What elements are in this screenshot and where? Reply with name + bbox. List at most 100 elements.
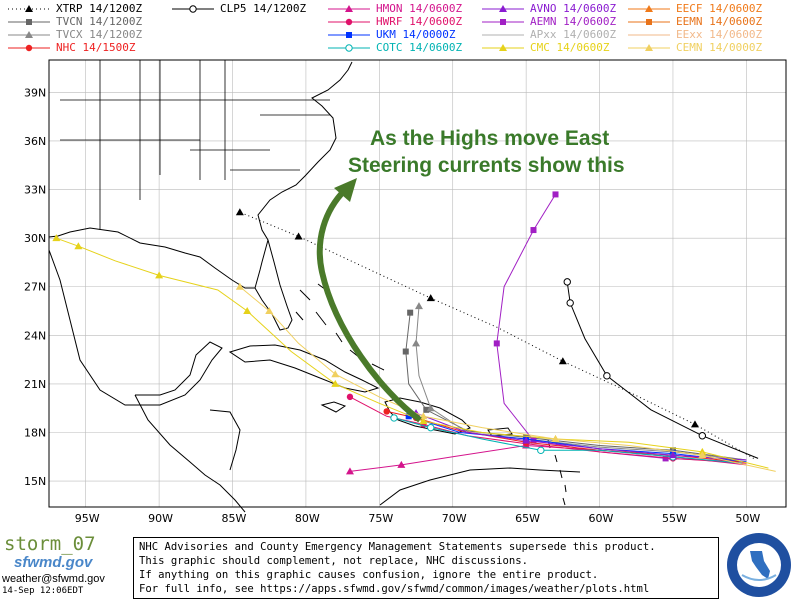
legend-symbol-icon <box>8 44 50 52</box>
track-line <box>239 211 754 459</box>
legend-label: HMON 14/0600Z <box>376 2 463 15</box>
legend-item-ukm: UKM 14/0000Z <box>326 29 486 42</box>
central-america-coastline <box>134 394 246 513</box>
track-point <box>265 307 274 315</box>
steering-arrow <box>316 187 422 423</box>
track-point <box>423 406 430 413</box>
legend-symbol-icon <box>8 31 50 38</box>
track-point <box>698 451 707 459</box>
track-point <box>530 227 537 234</box>
latitude-label: 27N <box>24 281 46 294</box>
legend-label: EEMN 14/0600Z <box>676 15 763 28</box>
track-point <box>345 5 353 12</box>
florida-shape-icon <box>750 551 770 579</box>
legend-symbol-icon <box>482 19 524 25</box>
map-frame <box>48 59 787 508</box>
track-point <box>698 432 707 440</box>
track-point <box>646 19 652 25</box>
storm-id-label: storm_07 <box>4 533 96 555</box>
track-point <box>412 339 421 347</box>
track-point <box>397 460 406 468</box>
latitude-label: 24N <box>24 329 46 342</box>
legend-item-avno: AVNO 14/0600Z <box>480 3 640 16</box>
disclaimer-line: NHC Advisories and County Emergency Mana… <box>139 541 656 553</box>
map-background <box>0 0 800 530</box>
jamaica-outline <box>320 401 347 413</box>
florida-coastline <box>254 239 293 331</box>
track-point <box>294 232 303 240</box>
footer-branding: storm_07 sfwmd.gov weather@sfwmd.gov 14-… <box>0 533 130 600</box>
legend-item-cotc: COTC 14/0600Z <box>326 42 486 55</box>
track-point <box>563 278 571 286</box>
track-line <box>408 415 747 463</box>
track-point <box>558 357 567 365</box>
steering-arrow-head <box>334 178 357 202</box>
annotation-line-2: Steering currents show this <box>348 154 625 177</box>
track-line <box>415 412 747 461</box>
disclaimer-box: NHC Advisories and County Emergency Mana… <box>133 537 719 599</box>
legend-label: TVCX 14/1200Z <box>56 28 143 41</box>
lesser-antilles <box>547 439 567 506</box>
legend-symbol-icon <box>628 5 670 12</box>
track-point <box>499 44 507 51</box>
longitude-label: 90W <box>148 512 173 525</box>
legend-symbol-icon <box>482 5 524 12</box>
track-point <box>345 18 353 26</box>
south-america-coastline <box>379 467 581 506</box>
legend-label: AEMN 14/0600Z <box>530 15 617 28</box>
legend-symbol-icon <box>8 19 50 25</box>
track-point <box>690 420 699 428</box>
legend-item-eecf: EECF 14/0600Z <box>626 3 786 16</box>
cuba-outline <box>228 344 380 393</box>
latitude-label: 21N <box>24 378 46 391</box>
track-point <box>25 5 33 12</box>
latitude-label: 39N <box>24 86 46 99</box>
legend-item-xtrp: XTRP 14/1200Z <box>6 3 166 16</box>
legend-item-clp5: CLP5 14/1200Z <box>170 3 330 16</box>
track-point <box>552 191 559 198</box>
legend-item-eemn: EEMN 14/0600Z <box>626 16 786 29</box>
legend-item-hmon: HMON 14/0600Z <box>326 3 486 16</box>
disclaimer-line: If anything on this graphic causes confu… <box>139 569 599 581</box>
legend-symbol-icon <box>328 5 370 12</box>
latitude-label: 36N <box>24 135 46 148</box>
legend-item-eexx: EExx 14/0600Z <box>626 29 786 42</box>
legend-symbol-icon <box>628 34 670 36</box>
water-wave-icon <box>741 574 777 581</box>
track-point <box>407 309 414 316</box>
longitude-label: 60W <box>589 512 614 525</box>
latitude-label: 18N <box>24 427 46 440</box>
legend-symbol-icon <box>8 5 50 12</box>
track-point <box>52 234 61 242</box>
track-xtrp <box>235 208 754 459</box>
legend-label: XTRP 14/1200Z <box>56 2 143 15</box>
track-point <box>419 417 428 425</box>
track-point <box>530 437 537 444</box>
track-point <box>493 340 500 347</box>
longitude-label: 50W <box>735 512 760 525</box>
legend-label: HWRF 14/0600Z <box>376 15 463 28</box>
hurricane-track-map: 39N 36N 33N 30N 27N 24N 21N 18N 15N 95W 90W 85W 80W 7… <box>0 0 800 530</box>
bahamas-islands <box>295 283 385 371</box>
track-point <box>566 299 574 307</box>
track-point <box>402 348 409 355</box>
track-point <box>645 5 653 12</box>
longitude-label: 95W <box>75 512 100 525</box>
contact-email[interactable]: weather@sfwmd.gov <box>2 573 105 585</box>
legend-label: CMC 14/0600Z <box>530 41 610 54</box>
state-boundaries <box>60 60 330 230</box>
track-point <box>500 19 506 25</box>
legend-symbol-icon <box>482 34 524 36</box>
legend-item-tvcx: TVCX 14/1200Z <box>6 29 166 42</box>
track-point <box>331 370 340 378</box>
us-coastline <box>48 61 353 289</box>
legend-label: UKM 14/0000Z <box>376 28 456 41</box>
track-point <box>25 31 33 38</box>
coastline-layer <box>48 60 581 513</box>
track-point <box>345 44 353 52</box>
legend-item-apxx: APxx 14/0600Z <box>480 29 640 42</box>
disclaimer-line[interactable]: For full info, see https://apps.sfwmd.go… <box>139 583 650 595</box>
latitude-label: 15N <box>24 475 46 488</box>
legend-item-hwrf: HWRF 14/0600Z <box>326 16 486 29</box>
latitude-label: 33N <box>24 184 46 197</box>
